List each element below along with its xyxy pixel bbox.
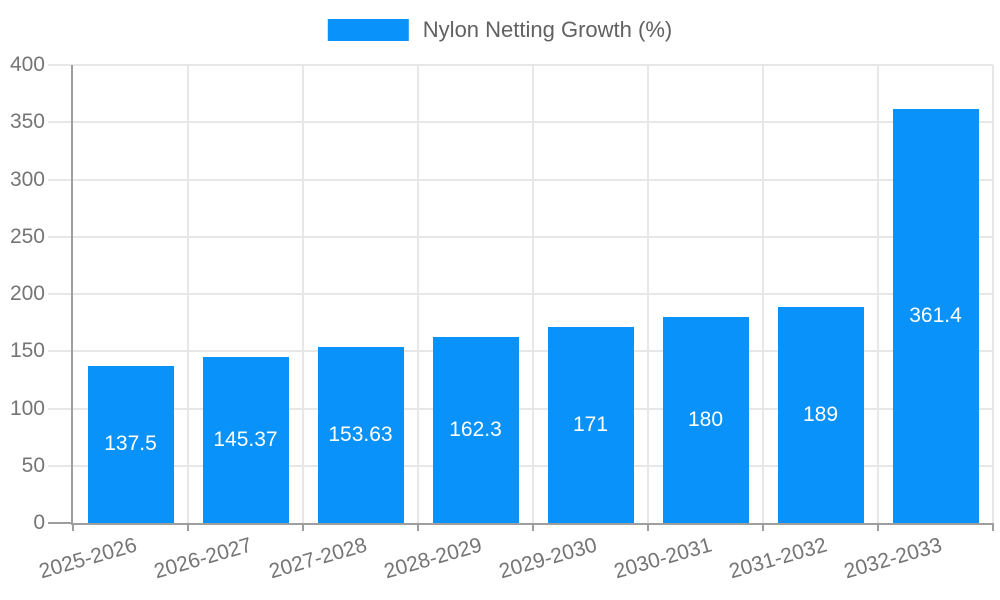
legend-swatch bbox=[327, 19, 409, 41]
x-axis-tick bbox=[762, 523, 764, 531]
y-axis-line bbox=[71, 65, 73, 525]
gridline-x bbox=[877, 65, 879, 523]
bar-value-label: 145.37 bbox=[213, 427, 278, 451]
bar-value-label: 153.63 bbox=[328, 423, 393, 447]
y-tick-label: 0 bbox=[33, 511, 45, 534]
bar[interactable]: 180 bbox=[662, 316, 749, 523]
gridline-x bbox=[187, 65, 189, 523]
x-tick-label-anchor: 2032-2033 bbox=[692, 533, 945, 583]
y-tick-label: 150 bbox=[9, 339, 45, 363]
gridline-x bbox=[762, 65, 764, 523]
legend-item[interactable]: Nylon Netting Growth (%) bbox=[327, 17, 673, 43]
bar[interactable]: 361.4 bbox=[892, 109, 979, 523]
bar[interactable]: 153.63 bbox=[317, 347, 404, 523]
y-axis-tick bbox=[48, 293, 73, 295]
x-axis-tick bbox=[72, 523, 74, 531]
gridline-x bbox=[647, 65, 649, 523]
gridline-x bbox=[992, 65, 994, 523]
bar-value-label: 361.4 bbox=[909, 304, 962, 328]
y-axis-tick bbox=[48, 350, 73, 353]
gridline-x bbox=[417, 65, 419, 523]
y-tick-label: 300 bbox=[9, 167, 45, 191]
bar[interactable]: 137.5 bbox=[87, 365, 174, 523]
bar-value-label: 162.3 bbox=[449, 418, 502, 442]
x-axis-tick bbox=[302, 523, 304, 531]
y-axis-tick bbox=[48, 464, 73, 467]
x-axis-tick bbox=[532, 523, 534, 531]
bar-value-label: 137.5 bbox=[104, 432, 157, 456]
bar[interactable]: 162.3 bbox=[432, 337, 519, 523]
y-tick-label: 100 bbox=[9, 396, 45, 420]
bar-value-label: 189 bbox=[802, 402, 839, 426]
y-axis-tick bbox=[48, 64, 73, 66]
x-axis-tick bbox=[187, 523, 189, 531]
y-axis-tick bbox=[48, 407, 73, 410]
x-axis-tick bbox=[417, 523, 419, 531]
x-axis-tick bbox=[877, 523, 879, 531]
x-axis-tick bbox=[992, 523, 994, 531]
x-axis-line bbox=[71, 523, 993, 525]
bar-value-label: 171 bbox=[572, 413, 609, 437]
legend-label: Nylon Netting Growth (%) bbox=[422, 17, 673, 42]
bar[interactable]: 171 bbox=[547, 327, 634, 523]
bar[interactable]: 189 bbox=[777, 306, 864, 523]
y-tick-label: 200 bbox=[9, 282, 45, 305]
gridline-x bbox=[302, 65, 304, 523]
y-tick-label: 350 bbox=[9, 110, 45, 134]
y-axis-tick bbox=[48, 178, 73, 181]
gridline-x bbox=[532, 65, 534, 523]
y-tick-label: 250 bbox=[9, 224, 45, 248]
bar-value-label: 180 bbox=[687, 407, 724, 431]
x-tick-label: 2032-2033 bbox=[841, 533, 945, 584]
y-axis-tick bbox=[48, 121, 73, 124]
bar[interactable]: 145.37 bbox=[202, 356, 289, 523]
y-axis-tick bbox=[48, 235, 73, 238]
y-tick-label: 400 bbox=[9, 53, 45, 76]
x-axis-tick bbox=[647, 523, 649, 531]
y-tick-label: 50 bbox=[21, 453, 45, 477]
y-axis-tick bbox=[48, 522, 73, 524]
